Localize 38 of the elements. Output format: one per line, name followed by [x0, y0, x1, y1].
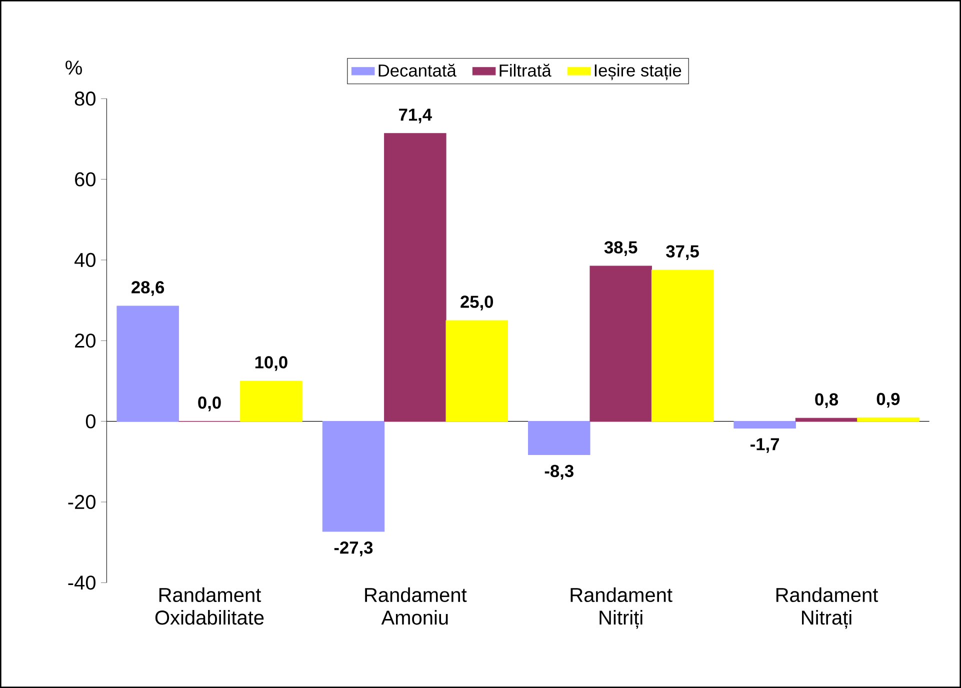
bar: [734, 421, 796, 428]
bar: [384, 133, 446, 422]
data-label: 28,6: [132, 281, 164, 296]
legend-label: Decantată: [378, 64, 456, 77]
bar: [446, 320, 508, 422]
data-label: 37,5: [666, 245, 699, 260]
y-tick-label: -20: [68, 494, 96, 510]
legend-label: Filtrată: [500, 64, 552, 77]
bar: [857, 417, 920, 422]
y-tick-label: 80: [74, 92, 96, 106]
y-tick-label: 40: [74, 252, 96, 268]
y-tick-label: 60: [75, 172, 96, 186]
data-label: 10,0: [255, 356, 288, 371]
y-axis-title: %: [66, 60, 82, 75]
y-tick-label: 0: [86, 414, 96, 428]
x-tick-label: Randament Nitriți: [570, 587, 672, 629]
x-tick-label: Randament Nitrați: [776, 587, 878, 629]
bar: [795, 418, 858, 422]
data-label: 38,5: [604, 241, 638, 256]
data-label: 0,8: [815, 393, 838, 408]
data-label: -1,7: [750, 438, 779, 453]
data-label: -8,3: [544, 464, 574, 480]
data-label: 71,4: [399, 108, 432, 124]
data-label: 25,0: [460, 296, 494, 310]
y-tick-label: -40: [68, 576, 96, 590]
bar: [116, 306, 179, 422]
bar: [322, 421, 385, 532]
data-label: -27,3: [334, 541, 373, 556]
bar: [590, 266, 652, 422]
bar: [651, 270, 714, 422]
x-tick-label: Randament Oxidabilitate: [155, 587, 264, 625]
data-label: 0,9: [876, 392, 900, 408]
bar: [240, 380, 302, 422]
data-label: 0,0: [198, 396, 221, 412]
y-tick-label: 20: [75, 334, 96, 348]
legend-label: Ieșire stație: [594, 64, 682, 80]
bar: [528, 421, 590, 456]
x-tick-label: Randament Amoniu: [365, 587, 467, 625]
